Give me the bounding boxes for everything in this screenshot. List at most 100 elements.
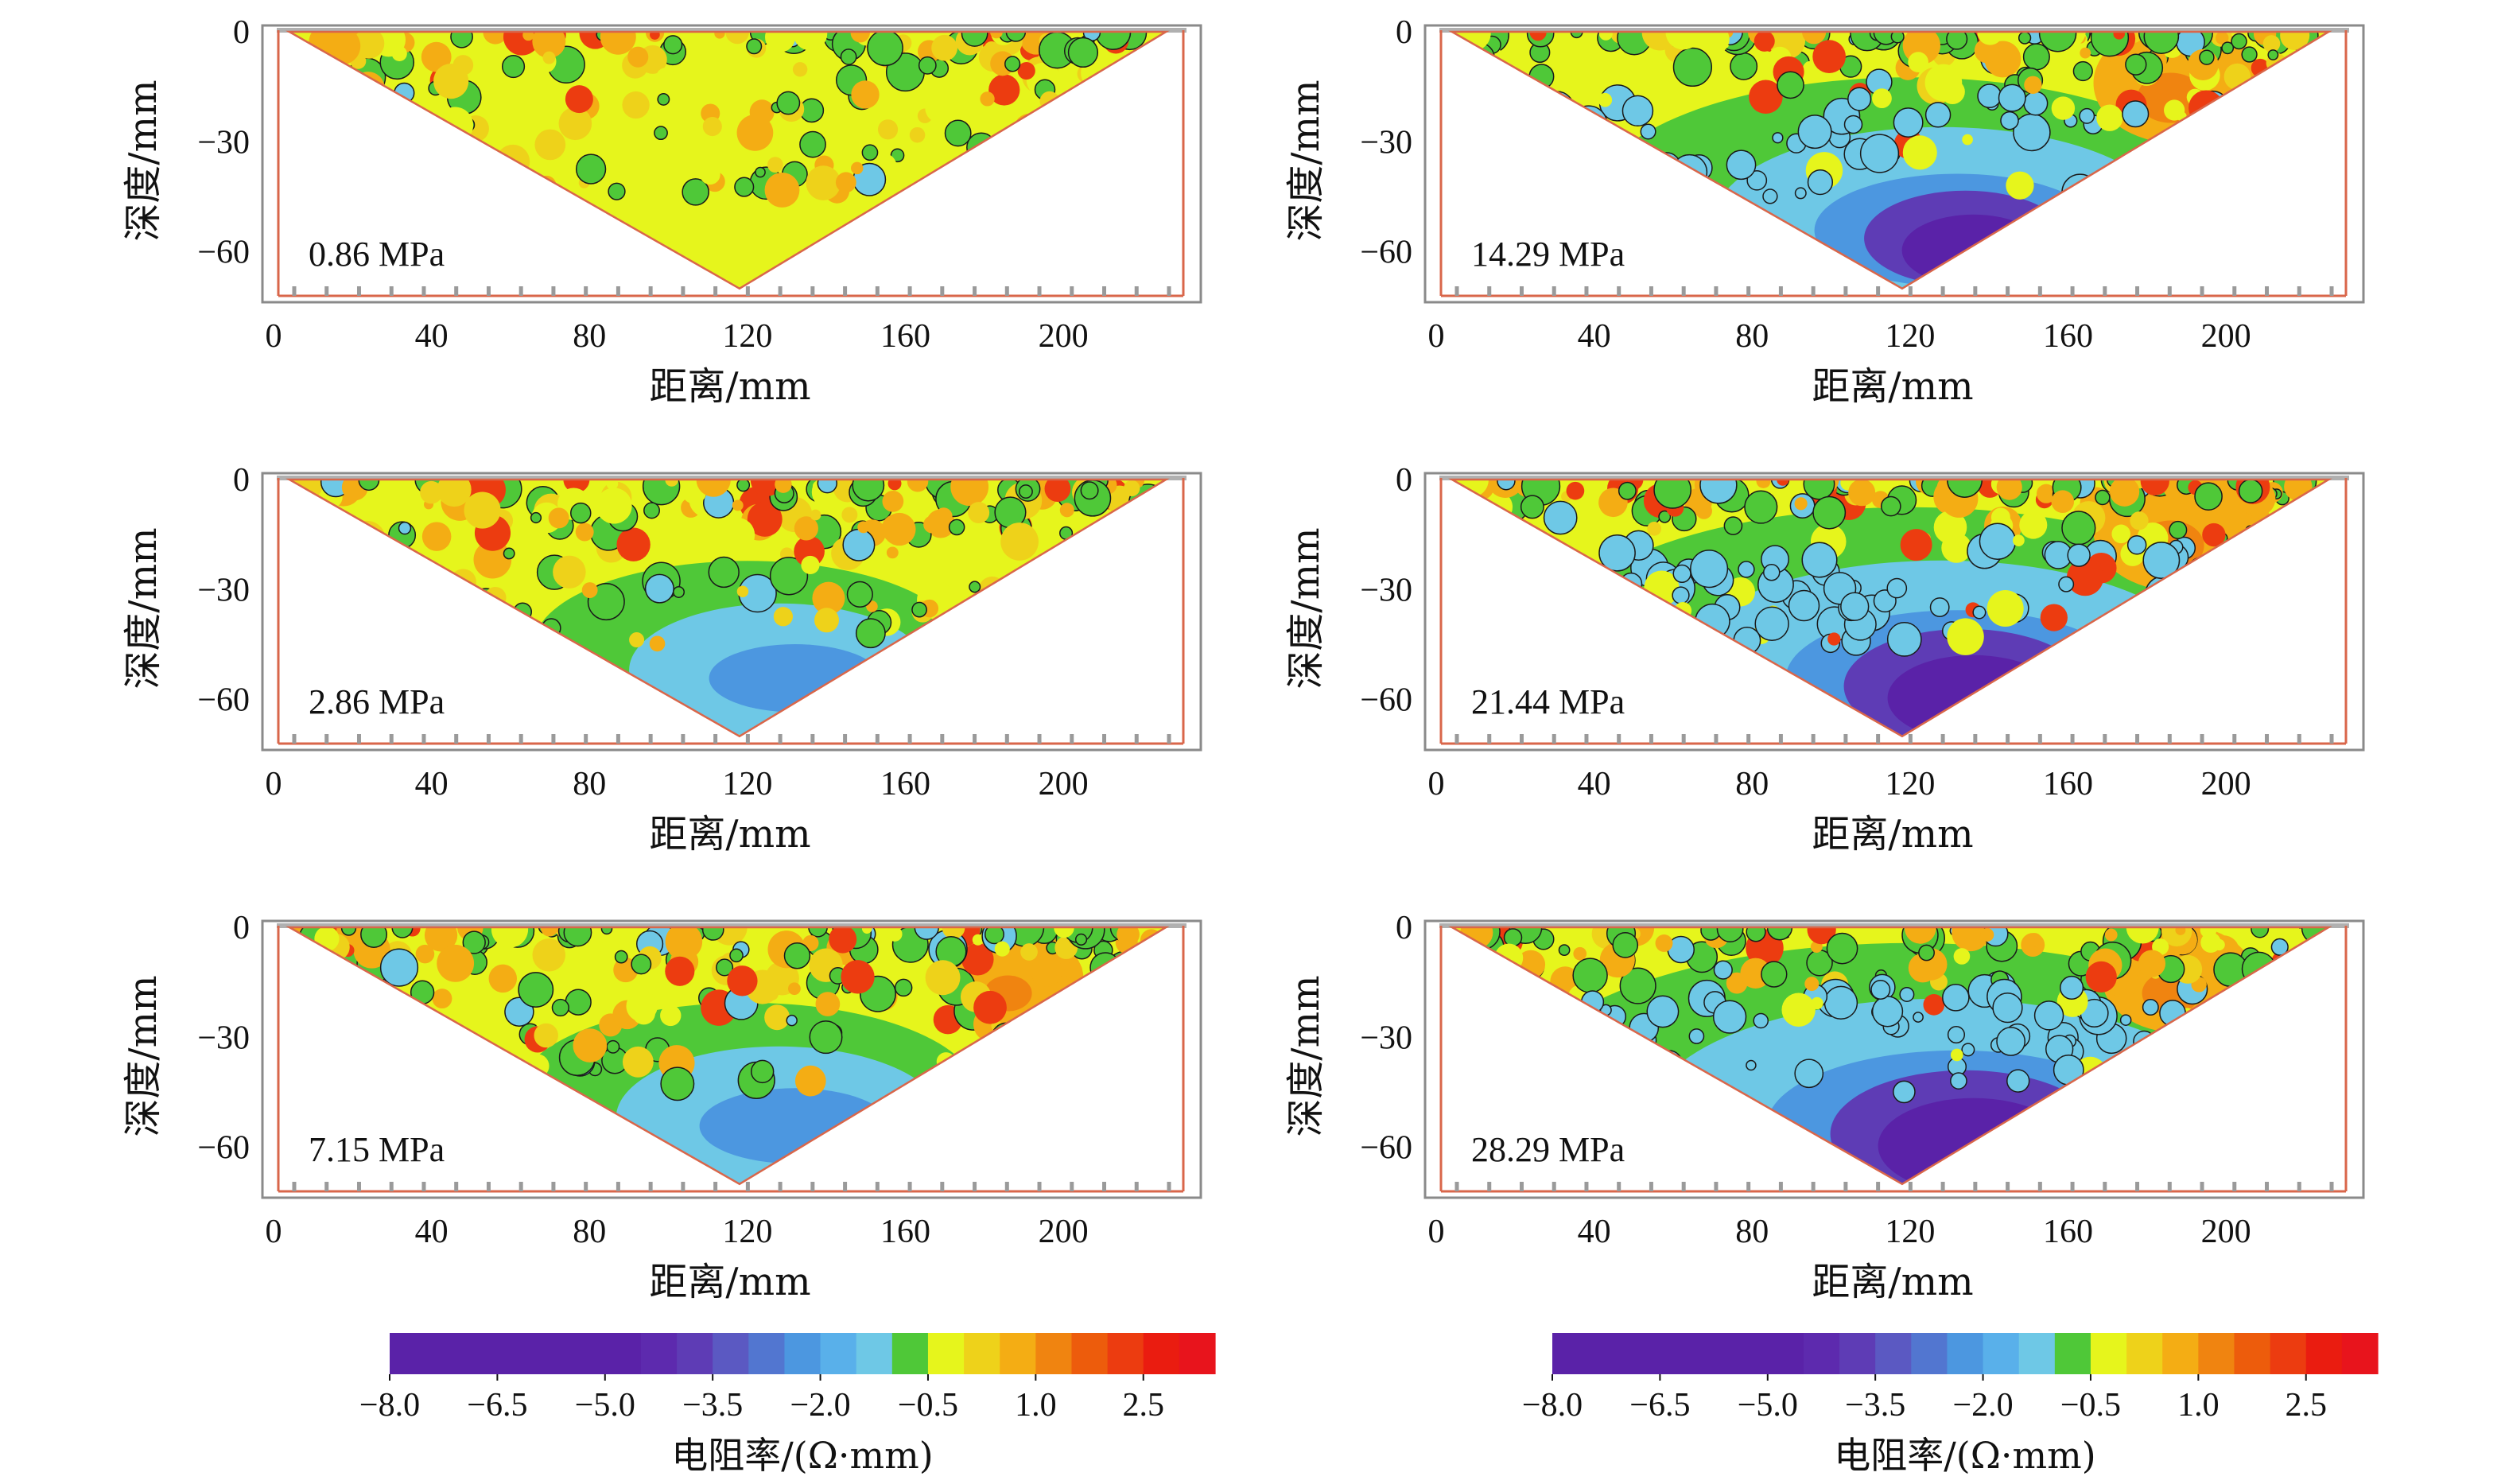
- map-speckle: [1952, 927, 1990, 952]
- map-speckle: [665, 927, 703, 961]
- map-speckle: [729, 948, 744, 963]
- map-speckle: [2023, 91, 2049, 116]
- map-speckle: [994, 941, 1010, 957]
- map-speckle: [631, 1001, 656, 1025]
- map-speckle: [747, 501, 783, 537]
- map-speckle: [931, 34, 958, 61]
- x-tick-label: 200: [1039, 318, 1089, 355]
- map-speckle: [534, 1023, 558, 1048]
- map-speckle: [1886, 577, 1908, 599]
- map-speckle: [1996, 1027, 2026, 1056]
- map-speckle: [702, 116, 722, 137]
- map-speckle: [616, 527, 651, 561]
- map-speckle: [1947, 618, 1984, 655]
- map-speckle: [941, 555, 954, 569]
- map-speckle: [720, 517, 755, 553]
- map-speckle: [1064, 961, 1082, 980]
- map-speckle: [606, 1039, 620, 1054]
- panel-5: 0 40 80 120 160 200 0 −30 −60 28.29 MPa 距离/mm 深度/mm: [1284, 910, 2365, 1304]
- map-speckle: [2125, 53, 2147, 76]
- y-tick-label: −30: [1360, 1020, 1412, 1056]
- colorbar-segment: [1035, 1333, 1073, 1374]
- map-speckle: [883, 512, 916, 546]
- colorbar-segment: [1107, 1333, 1144, 1374]
- panel-stress-label: 2.86 MPa: [309, 682, 445, 721]
- colorbar-segment: [927, 1333, 965, 1374]
- map-speckle: [855, 618, 886, 649]
- map-speckle: [1712, 1000, 1747, 1034]
- map-speckle: [622, 1046, 654, 1078]
- map-speckle: [532, 938, 565, 972]
- map-speckle: [794, 516, 818, 541]
- map-speckle: [727, 965, 758, 996]
- map-speckle: [1566, 481, 1585, 500]
- map-speckle: [841, 507, 858, 523]
- map-speckle: [700, 164, 720, 185]
- map-speckle: [1859, 134, 1900, 173]
- map-speckle: [1044, 480, 1071, 502]
- y-tick-label: 0: [233, 462, 250, 499]
- map-speckle: [1950, 1048, 1963, 1062]
- y-axis-label: 深度/mm: [121, 80, 165, 241]
- map-speckle: [491, 927, 529, 948]
- panel-stress-label: 21.44 MPa: [1471, 682, 1625, 721]
- map-speckle: [783, 942, 811, 969]
- map-speckle: [642, 480, 681, 506]
- map-speckle: [918, 56, 937, 75]
- map-speckle: [817, 480, 838, 494]
- map-speckle: [1923, 993, 1945, 1016]
- section-outline: [285, 478, 1170, 738]
- map-speckle: [1804, 977, 1820, 992]
- map-speckle: [1067, 37, 1099, 68]
- x-tick-label: 160: [880, 766, 930, 802]
- map-speckle: [629, 632, 645, 648]
- colorbar-segment: [1767, 1333, 1804, 1374]
- panel-stress-label: 7.15 MPa: [309, 1130, 445, 1169]
- map-speckle: [1749, 80, 1783, 115]
- x-tick-label: 0: [1428, 1214, 1445, 1250]
- map-speckle: [1713, 960, 1733, 980]
- map-speckle: [1598, 92, 1613, 107]
- map-speckle: [565, 85, 593, 114]
- x-tick-label: 120: [722, 318, 772, 355]
- map-speckle: [1886, 622, 1922, 657]
- colorbar-segment: [677, 1333, 713, 1374]
- map-speckle: [2000, 111, 2019, 130]
- map-speckle: [1880, 495, 1901, 517]
- map-speckle: [1619, 967, 1656, 1004]
- map-speckle: [1794, 187, 1807, 200]
- x-tick-label: 0: [266, 766, 282, 802]
- map-speckle: [581, 582, 598, 598]
- colorbar-segment: [461, 1333, 498, 1374]
- colorbar-segment: [856, 1333, 893, 1374]
- colorbar-segment: [1875, 1333, 1912, 1374]
- map-speckle: [773, 607, 794, 627]
- map-speckle: [1888, 927, 1901, 938]
- map-speckle: [2202, 523, 2226, 547]
- map-speckle: [1962, 134, 1973, 146]
- y-axis-label: 深度/mm: [1284, 80, 1328, 241]
- map-speckle: [1019, 484, 1033, 499]
- map-speckle: [950, 480, 989, 507]
- y-tick-label: 0: [1396, 14, 1412, 51]
- map-speckle: [764, 172, 800, 208]
- map-speckle: [877, 119, 899, 140]
- map-speckle: [548, 507, 569, 529]
- colorbar-segment: [533, 1333, 570, 1374]
- map-speckle: [1871, 996, 1904, 1028]
- map-speckle: [2241, 46, 2258, 63]
- x-axis-label: 距离/mm: [1812, 364, 1973, 409]
- section-outline: [285, 30, 1170, 290]
- section-outline: [1448, 30, 2332, 290]
- map-speckle: [501, 55, 526, 79]
- map-speckle: [1598, 534, 1636, 572]
- map-speckle: [1690, 550, 1729, 589]
- colorbar-segment: [1179, 1333, 1216, 1374]
- map-speckle: [2270, 938, 2289, 956]
- map-speckle: [462, 930, 486, 954]
- map-speckle: [1573, 946, 1587, 961]
- map-speckle: [1583, 526, 1604, 546]
- map-speckle: [2027, 933, 2042, 947]
- x-tick-label: 200: [2201, 318, 2251, 355]
- map-speckle: [432, 989, 452, 1009]
